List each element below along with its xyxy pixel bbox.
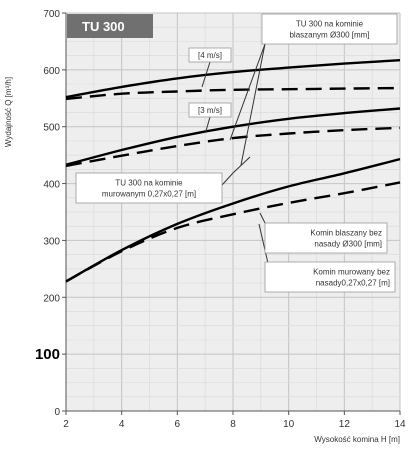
- leader-line: [205, 116, 211, 132]
- annotation-text: murowanym 0,27x0,27 [m]: [102, 190, 196, 199]
- series-line-2-dashed: [65, 86, 401, 101]
- annotation-box: [264, 261, 396, 293]
- annotation-text: [3 m/s]: [198, 106, 222, 115]
- annotation-tu300-brick-chimney: TU 300 na kominie murowanym 0,27x0,27 [m]: [75, 172, 223, 204]
- y-tick-label: 300: [43, 236, 60, 247]
- x-tick-label: 10: [283, 419, 295, 430]
- annotation-3ms: [3 m/s]: [188, 102, 232, 118]
- annotation-text: Komin blaszany bez: [310, 229, 382, 238]
- y-tick-label: 700: [43, 9, 60, 20]
- x-tick-label: 4: [119, 419, 125, 430]
- leader-line: [201, 61, 211, 88]
- x-tick-label: 8: [230, 419, 236, 430]
- annotation-text: TU 300 na kominie: [296, 20, 364, 29]
- series-line-4-dashed: [65, 126, 401, 168]
- model-badge: TU 300: [67, 14, 153, 38]
- y-tick-label: 0: [54, 407, 60, 418]
- model-badge-bg: [67, 14, 153, 38]
- annotation-text: Komin murowany bez: [313, 268, 390, 277]
- annotation-brick-no-cap: Komin murowany bez nasady0,27x0,27 [m]: [264, 261, 396, 293]
- leader-line: [240, 43, 266, 166]
- x-tick-label: 14: [394, 419, 406, 430]
- x-tick-label: 2: [63, 419, 69, 430]
- annotation-box: [261, 13, 398, 45]
- x-tick-label: 12: [339, 419, 351, 430]
- annotation-box: [264, 222, 388, 254]
- y-tick-label: 600: [43, 66, 60, 77]
- y-tick-label: 200: [43, 293, 60, 304]
- annotation-4ms: [4 m/s]: [188, 47, 232, 63]
- annotation-text: [4 m/s]: [198, 51, 222, 60]
- series-line-1-solid: [65, 59, 401, 99]
- series-line-3-solid: [65, 107, 401, 166]
- leader-line: [229, 43, 266, 141]
- y-axis-title: Wydajność Q [m³/h]: [4, 77, 13, 147]
- y-tick-label: 500: [43, 123, 60, 134]
- x-tick-label: 6: [175, 419, 181, 430]
- annotation-box: [75, 172, 223, 204]
- annotation-tu300-steel-chimney: TU 300 na kominie blaszanym Ø300 [mm]: [261, 13, 398, 45]
- y-tick-label: 100: [35, 346, 60, 363]
- model-badge-label: TU 300: [82, 19, 125, 34]
- annotation-text: blaszanym Ø300 [mm]: [289, 31, 369, 40]
- annotation-text: nasady Ø300 [mm]: [314, 240, 382, 249]
- annotation-steel-no-cap: Komin blaszany bez nasady Ø300 [mm]: [264, 222, 388, 254]
- y-tick-label: 400: [43, 180, 60, 191]
- annotation-box: [188, 47, 232, 63]
- annotation-text: TU 300 na kominie: [115, 179, 183, 188]
- annotation-box: [188, 102, 232, 118]
- annotation-text: nasady0,27x0,27 [m]: [316, 279, 390, 288]
- x-axis-title: Wysokość komina H [m]: [314, 435, 400, 444]
- series-line-6-dashed: [65, 181, 401, 283]
- leader-line: [232, 156, 251, 174]
